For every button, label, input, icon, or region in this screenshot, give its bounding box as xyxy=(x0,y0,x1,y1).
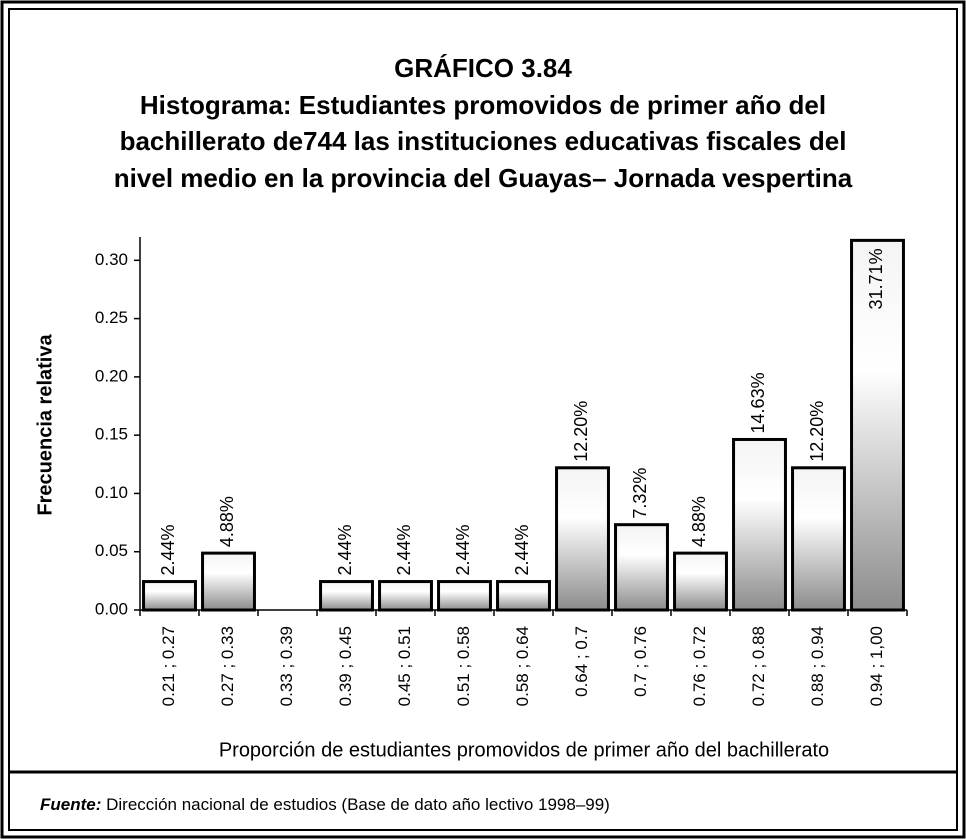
x-tick-label: 0.7 ; 0.76 xyxy=(631,626,650,697)
value-label: 12.20% xyxy=(571,401,591,462)
x-tick-label: 0.51 ; 0.58 xyxy=(454,626,473,706)
value-label: 2.44% xyxy=(394,525,414,576)
chart-subtitle: bachillerato de744 las instituciones edu… xyxy=(120,126,847,156)
y-tick-label: 0.00 xyxy=(95,599,128,618)
x-tick-label: 0.88 ; 0.94 xyxy=(808,626,827,706)
value-label: 7.32% xyxy=(630,468,650,519)
value-label: 14.63% xyxy=(748,372,768,433)
x-tick-label: 0.58 ; 0.64 xyxy=(513,626,532,706)
x-tick-label: 0.45 ; 0.51 xyxy=(395,626,414,706)
x-tick-label: 0.72 ; 0.88 xyxy=(749,626,768,706)
bar xyxy=(732,437,787,612)
bar xyxy=(850,238,905,612)
value-label: 2.44% xyxy=(335,525,355,576)
bar xyxy=(555,466,610,612)
value-label: 4.88% xyxy=(217,496,237,547)
chart-title: GRÁFICO 3.84 xyxy=(394,53,572,83)
bar xyxy=(791,466,846,612)
value-label: 31.71% xyxy=(866,248,886,309)
bar xyxy=(319,580,374,612)
x-tick-label: 0.21 ; 0.27 xyxy=(159,626,178,706)
bar xyxy=(142,580,197,612)
x-tick-label: 0.27 ; 0.33 xyxy=(218,626,237,706)
bar xyxy=(614,523,669,612)
x-tick-label: 0.33 ; 0.39 xyxy=(277,626,296,706)
chart-subtitle: Histograma: Estudiantes promovidos de pr… xyxy=(140,90,826,120)
x-tick-label: 0.39 ; 0.45 xyxy=(336,626,355,706)
inner-frame xyxy=(8,8,958,831)
source-label: Fuente: xyxy=(40,795,101,814)
bar xyxy=(496,580,551,612)
x-tick-label: 0.76 ; 0.72 xyxy=(690,626,709,706)
bar xyxy=(378,580,433,612)
value-label: 2.44% xyxy=(158,525,178,576)
y-tick-label: 0.05 xyxy=(95,541,128,560)
value-label: 2.44% xyxy=(453,525,473,576)
x-tick-label: 0.94 ; 1,00 xyxy=(867,626,886,706)
y-tick-label: 0.25 xyxy=(95,308,128,327)
bar xyxy=(437,580,492,612)
value-label: 12.20% xyxy=(807,401,827,462)
x-tick-label: 0.64 ; 0.7 xyxy=(572,626,591,697)
source: Fuente: Dirección nacional de estudios (… xyxy=(40,795,610,814)
x-axis-label: Proporción de estudiantes promovidos de … xyxy=(219,739,829,761)
y-tick-label: 0.10 xyxy=(95,483,128,502)
source-text: Dirección nacional de estudios (Base de … xyxy=(106,795,610,814)
chart-subtitle: nivel medio en la provincia del Guayas– … xyxy=(114,163,853,193)
bar xyxy=(201,551,256,612)
bar xyxy=(673,551,728,612)
y-tick-label: 0.30 xyxy=(95,250,128,269)
value-label: 4.88% xyxy=(689,496,709,547)
y-tick-label: 0.15 xyxy=(95,425,128,444)
value-label: 2.44% xyxy=(512,525,532,576)
y-axis-label: Frecuencia relativa xyxy=(34,334,56,516)
y-tick-label: 0.20 xyxy=(95,366,128,385)
